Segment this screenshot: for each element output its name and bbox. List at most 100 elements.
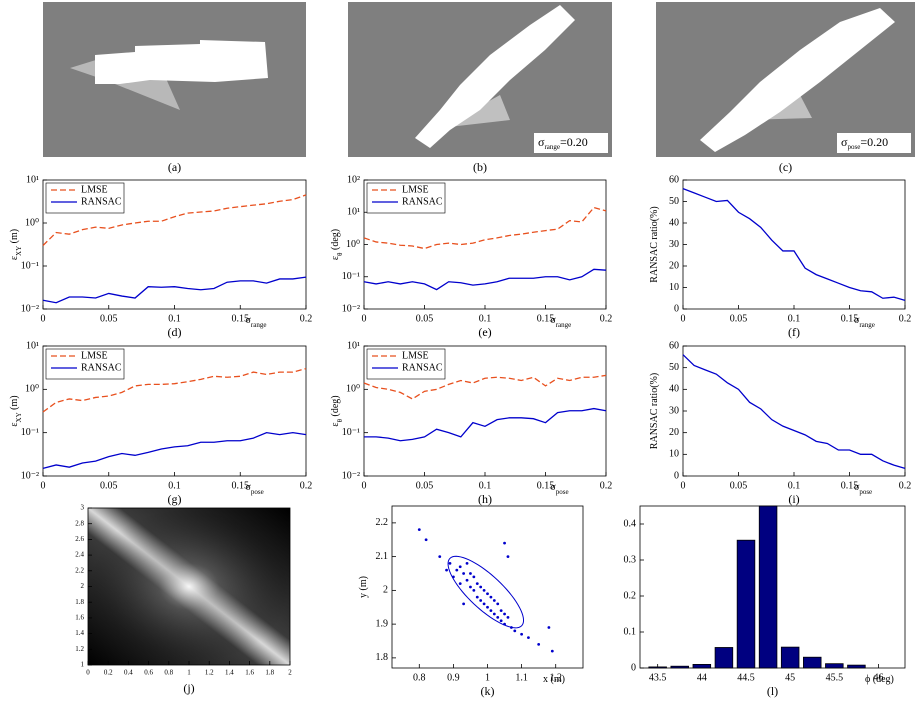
y-tick-label: 10 <box>669 449 679 460</box>
point <box>486 606 489 609</box>
caption: (e) <box>478 325 491 339</box>
y-tick-label: 10¹ <box>347 207 360 218</box>
x-tick-label: 0 <box>86 669 90 677</box>
caption: (j) <box>183 681 194 695</box>
point <box>476 596 479 599</box>
point <box>507 555 510 558</box>
caption: (d) <box>168 325 182 339</box>
x-axis-label: σpose <box>550 482 568 495</box>
y-tick-label: 60 <box>669 174 679 185</box>
y-tick-label: 2 <box>81 582 85 590</box>
bar <box>737 540 755 668</box>
x-tick-label: 0.6 <box>144 669 153 677</box>
legend-label: LMSE <box>402 350 429 361</box>
x-tick-label: 0.1 <box>479 480 492 491</box>
x-tick-label: 2 <box>288 669 292 677</box>
label-part: RANSAC ratio(%) <box>649 373 660 449</box>
caption: (l) <box>767 684 778 698</box>
legend-label: RANSAC <box>402 362 443 373</box>
y-tick-label: 40 <box>669 384 679 395</box>
y-tick-label: 0 <box>674 303 679 314</box>
point <box>459 565 462 568</box>
bar <box>826 664 844 668</box>
x-axis-label: σpose <box>854 482 872 495</box>
point <box>520 633 523 636</box>
y-tick-label: 10⁻¹ <box>21 427 39 438</box>
y-tick-label: 0 <box>631 662 636 673</box>
y-tick-label: 1.8 <box>376 652 389 663</box>
y-tick-label: 10⁻¹ <box>342 427 360 438</box>
y-tick-label: 10 <box>669 282 679 293</box>
y-tick-label: 10⁻¹ <box>21 260 39 271</box>
point <box>459 582 462 585</box>
caption: (h) <box>478 492 492 506</box>
x-tick-label: 1.8 <box>265 669 274 677</box>
x-tick-label: 0.2 <box>899 480 912 491</box>
y-tick-label: 1.9 <box>376 618 389 629</box>
point <box>476 582 479 585</box>
point <box>551 650 554 653</box>
x-tick-label: 0.05 <box>730 480 748 491</box>
y-axis-label: εXY (m) <box>9 395 22 426</box>
y-tick-label: 20 <box>669 427 679 438</box>
y-tick-label: 40 <box>669 217 679 228</box>
x-tick-label: 0.9 <box>447 672 460 683</box>
axes-frame <box>392 506 583 668</box>
axes-frame <box>683 346 905 476</box>
subscript: range <box>859 321 875 329</box>
label-part: =0.20 <box>860 135 888 149</box>
x-tick-label: 0 <box>41 313 46 324</box>
y-tick-label: 1.6 <box>75 614 84 622</box>
y-tick-label: 0.1 <box>624 626 637 637</box>
bar <box>671 666 689 668</box>
point <box>493 599 496 602</box>
line-series <box>364 208 606 249</box>
label-part: RANSAC ratio(%) <box>649 206 660 282</box>
x-tick-label: 0.05 <box>100 313 118 324</box>
point <box>547 626 550 629</box>
y-tick-label: 10⁰ <box>25 217 39 228</box>
x-tick-label: 0 <box>681 313 686 324</box>
y-tick-label: 30 <box>669 239 679 250</box>
x-tick-label: 45.5 <box>826 672 844 683</box>
y-tick-label: 0.3 <box>624 554 637 565</box>
y-tick-label: 2 <box>383 585 388 596</box>
bar <box>649 667 667 668</box>
bar <box>693 664 711 668</box>
x-axis-label: σrange <box>854 315 875 328</box>
point <box>537 643 540 646</box>
point <box>503 613 506 616</box>
line-series <box>43 433 306 469</box>
x-tick-label: 1.6 <box>245 669 254 677</box>
point <box>507 616 510 619</box>
label-part: (m) <box>9 229 20 246</box>
point <box>445 569 448 572</box>
x-tick-label: 1.4 <box>225 669 234 677</box>
point <box>493 613 496 616</box>
y-tick-label: 20 <box>669 260 679 271</box>
point <box>500 619 503 622</box>
label-part: (deg) <box>330 229 341 253</box>
y-tick-label: 0 <box>674 470 679 481</box>
y-tick-label: 10⁻² <box>342 303 360 314</box>
y-tick-label: 2.2 <box>376 517 389 528</box>
subscript: pose <box>556 488 569 496</box>
x-tick-label: 1.2 <box>205 669 214 677</box>
y-tick-label: 50 <box>669 362 679 373</box>
x-tick-label: 0.2 <box>600 480 613 491</box>
x-tick-label: 0.2 <box>899 313 912 324</box>
y-tick-label: 10¹ <box>26 174 39 185</box>
point <box>479 599 482 602</box>
figure: (a)(b)σrange=0.20(c)σpose=0.2000.050.10.… <box>0 0 915 702</box>
y-tick-label: 30 <box>669 405 679 416</box>
point <box>503 542 506 545</box>
line-series <box>364 269 606 289</box>
y-tick-label: 10⁰ <box>25 384 39 395</box>
label-part: ϕ (deg) <box>865 674 894 685</box>
caption: (c) <box>779 160 792 174</box>
x-tick-label: 1 <box>187 669 191 677</box>
y-tick-label: 10⁻¹ <box>342 271 360 282</box>
point <box>462 572 465 575</box>
point <box>469 586 472 589</box>
point <box>527 636 530 639</box>
